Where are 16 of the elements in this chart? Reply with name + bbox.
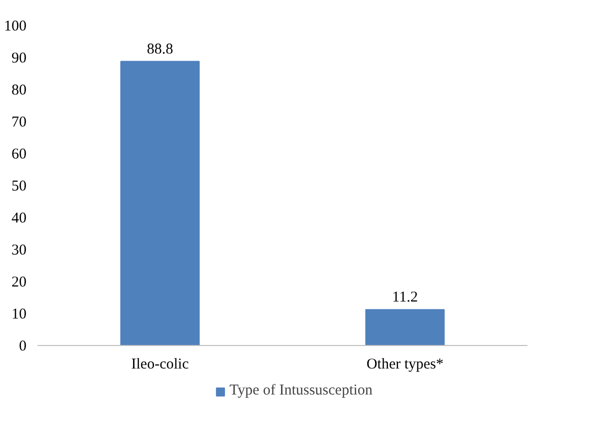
y-tick-label: 70 bbox=[12, 114, 26, 130]
y-tick-label: 80 bbox=[12, 82, 26, 98]
data-label: 11.2 bbox=[392, 290, 418, 306]
x-tick-label: Other types* bbox=[366, 356, 444, 372]
y-tick-label: 40 bbox=[12, 210, 26, 226]
y-tick-label: 30 bbox=[12, 242, 26, 258]
y-tick-label: 100 bbox=[4, 18, 26, 34]
y-tick-label: 10 bbox=[12, 306, 26, 322]
x-tick-label: Ileo-colic bbox=[131, 356, 190, 372]
y-tick-label: 20 bbox=[12, 274, 26, 290]
data-label: 88.8 bbox=[146, 41, 174, 58]
y-tick-label: 90 bbox=[12, 50, 26, 66]
y-tick-label: 50 bbox=[12, 178, 26, 194]
legend-label: Type of Intussusception bbox=[229, 382, 373, 400]
y-tick-label: 0 bbox=[19, 338, 26, 354]
y-tick-label: 60 bbox=[12, 146, 26, 162]
